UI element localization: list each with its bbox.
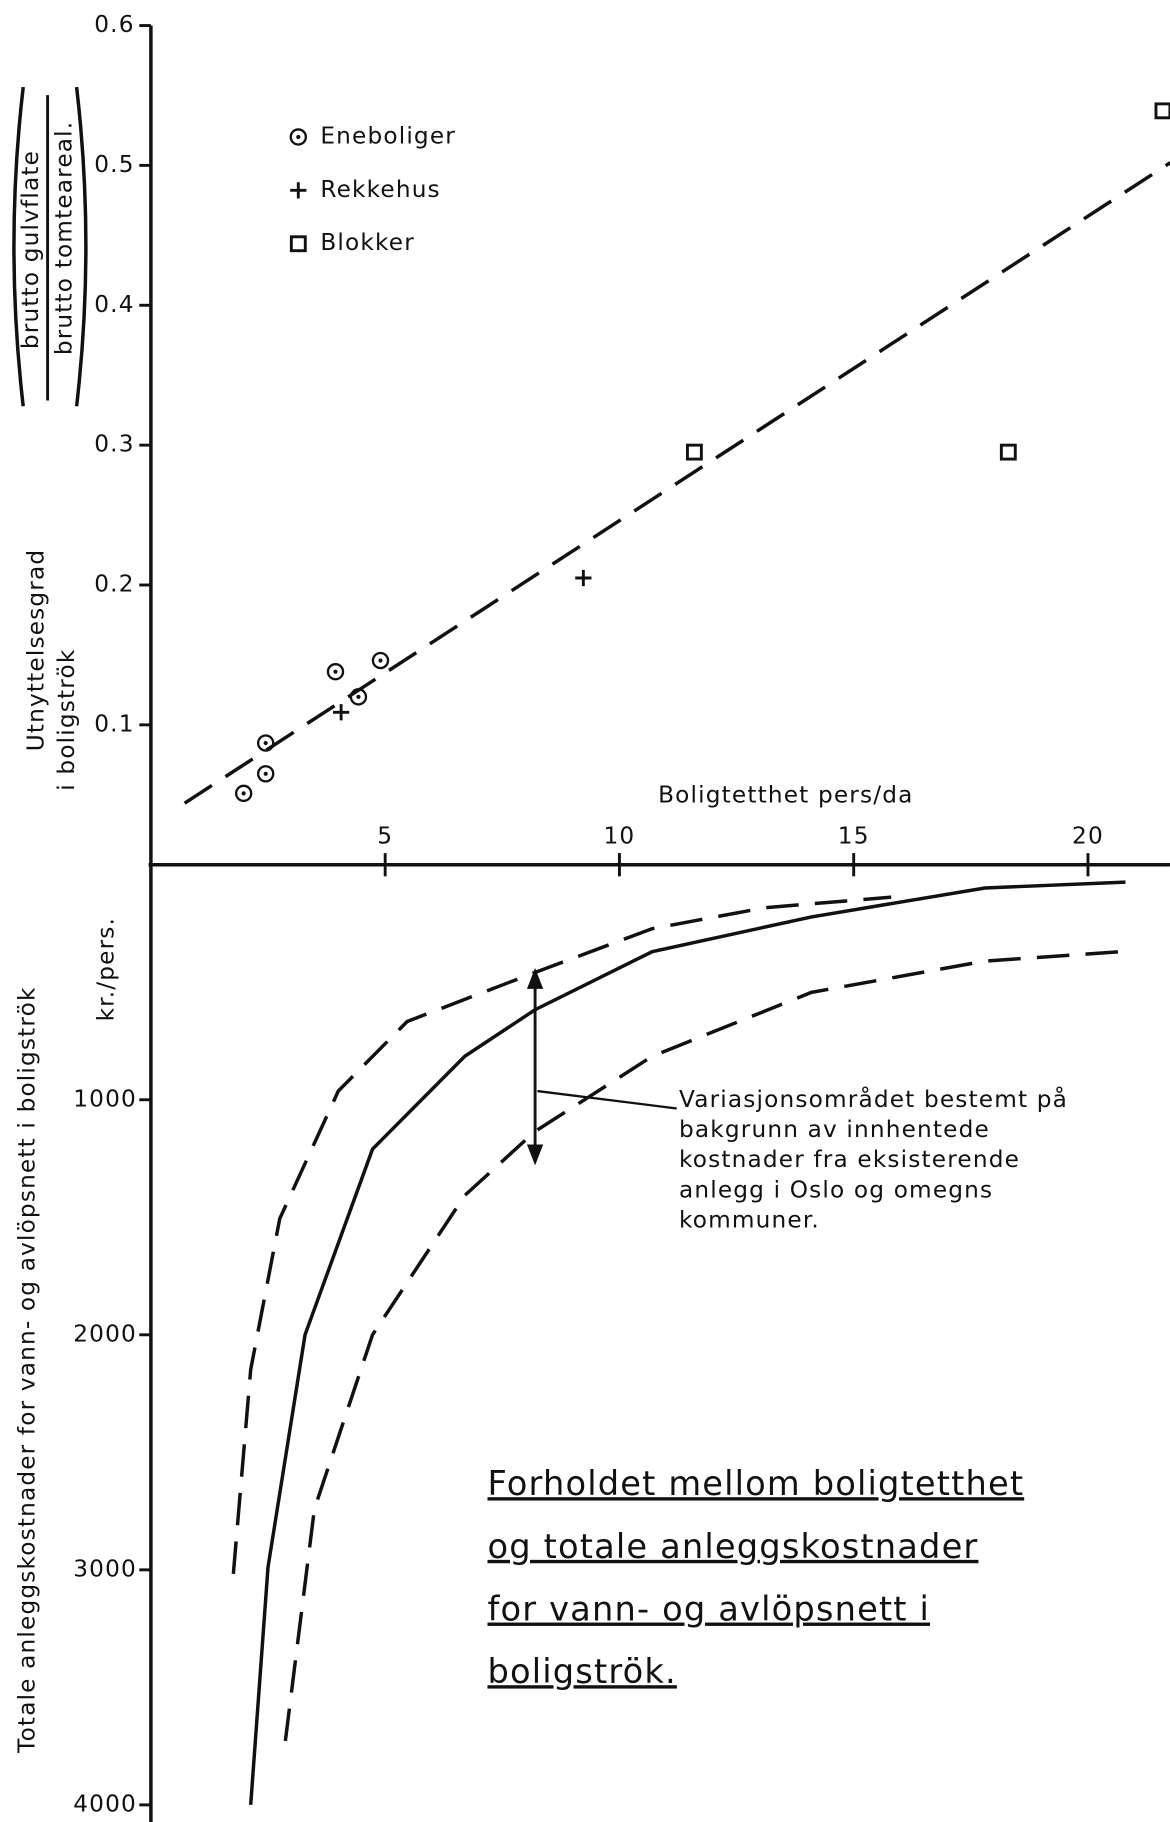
chart-title: Forholdet mellom boligtetthet bbox=[487, 1464, 1024, 1503]
arrow-head bbox=[526, 968, 544, 1166]
point-dot bbox=[356, 694, 361, 699]
annotation: bakgrunn av innhentede bbox=[679, 1116, 990, 1143]
point bbox=[999, 443, 1017, 461]
legend-label: Blokker bbox=[320, 229, 415, 256]
point bbox=[289, 235, 307, 253]
chart-title: for vann- og avlöpsnett i bbox=[487, 1590, 930, 1629]
y-axis-label: Totale anleggskostnader for vann- og avl… bbox=[13, 986, 40, 1753]
x-tick-label: 15 bbox=[838, 822, 870, 849]
chart-title: og totale anleggskostnader bbox=[487, 1527, 978, 1566]
annotation: kommuner. bbox=[679, 1207, 820, 1234]
point bbox=[371, 651, 390, 670]
point-dot bbox=[263, 771, 268, 776]
point-dot bbox=[296, 134, 301, 140]
curve bbox=[231, 895, 892, 1574]
legend-label: Eneboliger bbox=[320, 122, 456, 149]
point bbox=[256, 765, 275, 783]
chart-area: brutto gulvflate brutto tomteareal. Utny… bbox=[12, 11, 1170, 1822]
x-axis-label: Boligtetthet pers/da bbox=[658, 782, 913, 809]
chart-title: boligströk. bbox=[487, 1652, 676, 1691]
y-tick-label: 0.5 bbox=[94, 151, 134, 178]
curve bbox=[248, 880, 1126, 1806]
bracket bbox=[12, 86, 25, 407]
y-unit-label: kr./pers. bbox=[92, 917, 119, 1021]
point bbox=[575, 569, 592, 587]
y-axis-label: Utnyttelsesgrad bbox=[23, 549, 50, 752]
y-tick-label: 0.2 bbox=[94, 570, 134, 597]
y-axis-label: i boligströk bbox=[53, 649, 80, 791]
x-tick-label: 20 bbox=[1072, 822, 1104, 849]
y-tick-label: 0.3 bbox=[94, 431, 134, 458]
y-tick-label: 0.4 bbox=[94, 291, 134, 318]
y-fraction-numerator: brutto gulvflate bbox=[17, 150, 44, 349]
trend-line bbox=[183, 161, 1170, 805]
point-dot bbox=[241, 791, 246, 796]
point bbox=[289, 128, 308, 146]
point bbox=[332, 704, 350, 721]
curve bbox=[283, 949, 1121, 1742]
bracket bbox=[74, 86, 88, 407]
point bbox=[234, 784, 253, 803]
leader-line bbox=[537, 1089, 677, 1110]
point bbox=[685, 443, 703, 461]
point bbox=[256, 734, 275, 752]
legend-label: Rekkehus bbox=[320, 176, 440, 203]
point-dot bbox=[263, 740, 268, 746]
point-dot bbox=[378, 658, 383, 663]
annotation: kostnader fra eksisterende bbox=[679, 1146, 1020, 1173]
y-tick-label: 2000 bbox=[73, 1320, 137, 1347]
y-tick-label: 3000 bbox=[73, 1555, 137, 1582]
y-fraction-denominator: brutto tomteareal. bbox=[50, 121, 77, 355]
point bbox=[290, 182, 307, 199]
point bbox=[1154, 102, 1170, 120]
point bbox=[326, 663, 345, 681]
x-tick-label: 10 bbox=[604, 822, 636, 849]
annotation: anlegg i Oslo og omegns bbox=[679, 1176, 993, 1203]
annotation: Variasjonsområdet bestemt på bbox=[679, 1085, 1068, 1113]
y-tick-label: 0.6 bbox=[94, 11, 134, 38]
y-tick-label: 4000 bbox=[73, 1790, 137, 1817]
point-dot bbox=[333, 669, 338, 674]
point bbox=[349, 688, 368, 706]
y-tick-label: 1000 bbox=[73, 1085, 137, 1112]
x-tick-label: 5 bbox=[377, 822, 393, 849]
y-tick-label: 0.1 bbox=[94, 710, 134, 737]
